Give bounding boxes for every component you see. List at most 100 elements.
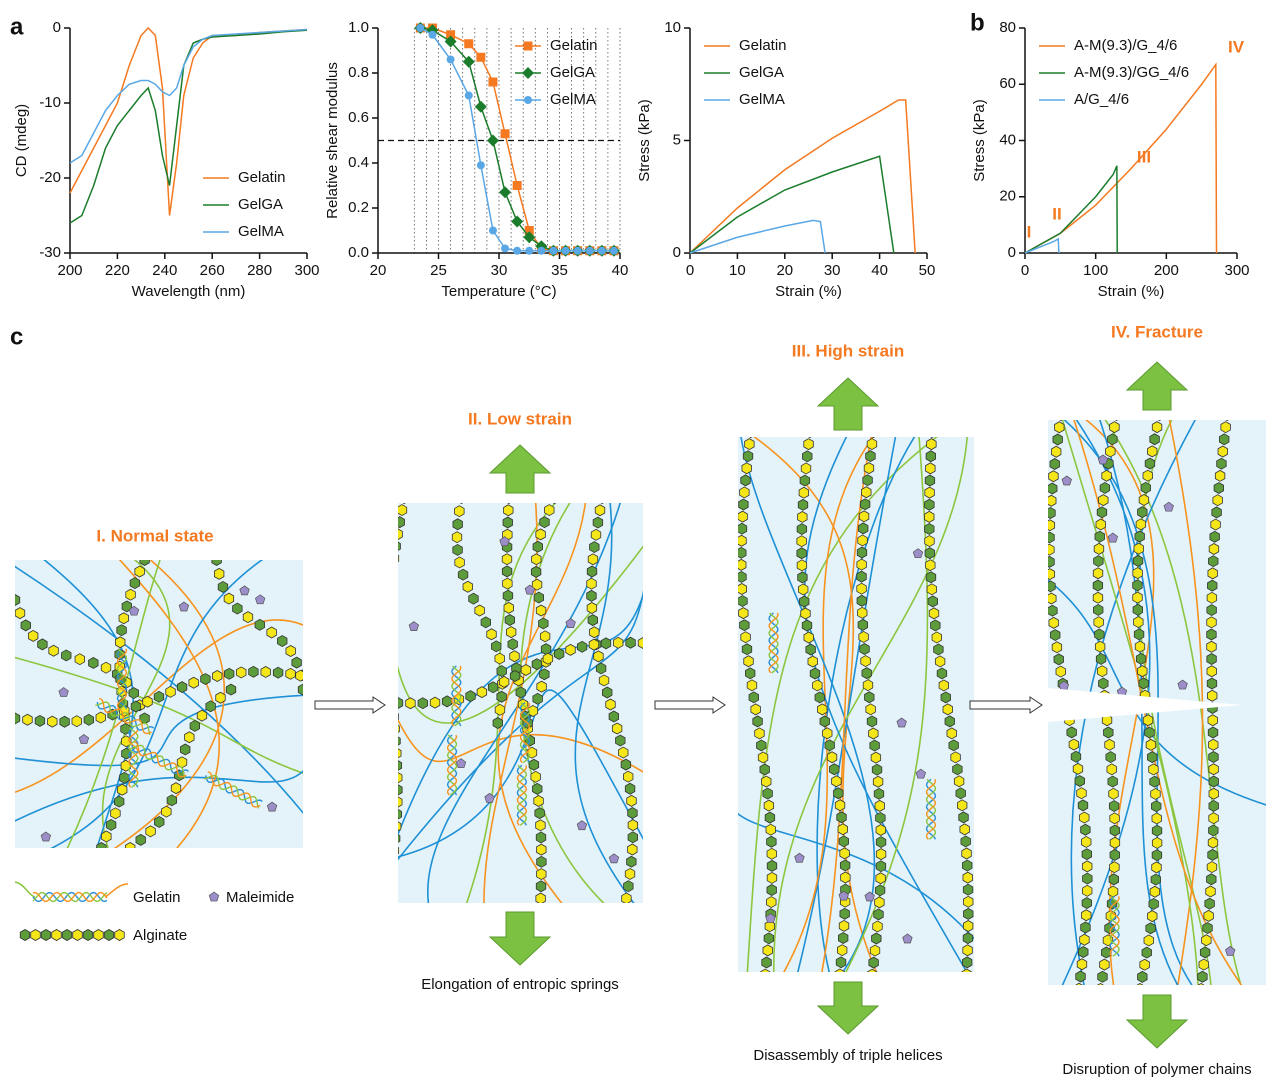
alginate-bead xyxy=(1109,849,1120,861)
alginate-bead xyxy=(1052,433,1063,446)
marker xyxy=(462,55,475,68)
alginate-bead xyxy=(82,929,94,941)
alginate-bead xyxy=(535,918,545,929)
alginate-bead xyxy=(1205,885,1216,898)
alginate-bead xyxy=(114,929,125,941)
gelatin-helix xyxy=(95,701,151,736)
alginate-bead xyxy=(1133,542,1144,555)
alginate-bead xyxy=(47,715,58,728)
alginate-bead xyxy=(1049,458,1060,470)
alginate-bead xyxy=(398,697,404,709)
alginate-bead xyxy=(1108,787,1119,800)
alginate-bead xyxy=(161,805,172,818)
alginate-bead xyxy=(1207,848,1218,861)
alginate-bead xyxy=(796,523,808,536)
alginate-bead xyxy=(180,743,191,756)
alginate-bead xyxy=(627,819,639,832)
alginate-bead xyxy=(1150,873,1161,886)
y-tick-label: 1.0 xyxy=(348,19,369,36)
alginate-bead xyxy=(530,565,542,578)
maleimide xyxy=(896,717,907,728)
y-tick-label: 80 xyxy=(999,19,1016,36)
maleimide xyxy=(239,585,250,596)
alginate-bead xyxy=(1099,958,1110,971)
alginate-bead xyxy=(128,687,139,700)
network-panel xyxy=(738,437,974,972)
x-tick-label: 240 xyxy=(152,262,177,279)
alginate-bead xyxy=(295,669,303,682)
alginate-bead xyxy=(19,929,31,941)
y-axis-label: Relative shear modulus xyxy=(324,62,341,219)
alginate-bead xyxy=(620,905,630,916)
series-line xyxy=(1024,165,1118,254)
alginate-bead xyxy=(824,739,835,752)
alginate-bead xyxy=(764,811,776,824)
alginate-bead xyxy=(405,697,416,710)
alginate-bead xyxy=(1206,591,1218,604)
alginate-bead xyxy=(498,675,510,688)
alginate-bead xyxy=(1137,665,1148,678)
stage-caption: Disassembly of triple helices xyxy=(753,1047,942,1064)
alginate-bead xyxy=(474,604,485,617)
alginate-bead xyxy=(1099,481,1111,494)
alginate-bead xyxy=(961,993,971,1004)
marker xyxy=(522,67,534,79)
alginate-bead xyxy=(817,703,828,716)
alginate-bead xyxy=(605,698,616,711)
alginate-bead xyxy=(1101,946,1112,959)
alginate-bead xyxy=(535,819,546,832)
maleimide xyxy=(1107,532,1119,543)
polymer-strand xyxy=(118,560,221,848)
polymer-strand xyxy=(398,545,643,724)
alginate-bead xyxy=(839,907,850,920)
alginate-bead xyxy=(1144,726,1155,739)
alginate-bead xyxy=(955,787,966,800)
alginate-bead xyxy=(1081,835,1092,848)
alginate-bead xyxy=(1066,726,1077,739)
alginate-bead xyxy=(799,595,810,608)
alginate-bead xyxy=(72,929,83,941)
alginate-bead xyxy=(1135,652,1147,665)
alginate-bead xyxy=(1206,861,1218,874)
maleimide xyxy=(484,792,495,803)
alginate-bead xyxy=(1151,812,1162,825)
alginate-bead xyxy=(1209,530,1220,543)
alginate-bead xyxy=(1149,433,1160,446)
maleimide xyxy=(1097,454,1109,465)
gelatin-helix xyxy=(768,612,779,674)
alginate-bead xyxy=(1151,421,1163,434)
alginate-bead xyxy=(398,528,403,540)
alginate-bead xyxy=(858,630,869,643)
alginate-bead xyxy=(1048,494,1057,507)
alginate-bead xyxy=(621,892,632,903)
alginate-bead xyxy=(1092,579,1104,592)
alginate-bead xyxy=(738,546,747,559)
alginate-bead xyxy=(962,932,974,945)
alginate-bead xyxy=(384,626,394,637)
polymer-strand xyxy=(1070,420,1197,985)
alginate-bead xyxy=(839,859,851,872)
maleimide xyxy=(128,605,140,616)
alginate-bead xyxy=(739,486,750,499)
alginate-bead xyxy=(933,643,944,656)
y-tick-label: 20 xyxy=(999,188,1016,205)
alginate-bead xyxy=(623,880,634,893)
alginate-bead xyxy=(535,880,547,893)
alginate-bead xyxy=(536,855,547,868)
alginate-bead xyxy=(924,535,935,548)
polymer-strand xyxy=(574,503,635,903)
alginate-bead xyxy=(520,664,532,676)
marker xyxy=(416,24,425,32)
alginate-bead xyxy=(1109,861,1120,874)
alginate-bead xyxy=(502,577,513,590)
legend-label: GelMA xyxy=(238,223,284,240)
alginate-bead xyxy=(211,560,222,566)
alginate-bead xyxy=(1208,800,1219,812)
alginate-bead xyxy=(534,807,545,820)
legend-label: A-M(9.3)/GG_4/6 xyxy=(1074,64,1189,81)
alginate-bead xyxy=(451,531,463,544)
force-arrow xyxy=(816,981,880,1035)
alginate-bead xyxy=(761,775,772,788)
x-tick-label: 220 xyxy=(105,262,130,279)
